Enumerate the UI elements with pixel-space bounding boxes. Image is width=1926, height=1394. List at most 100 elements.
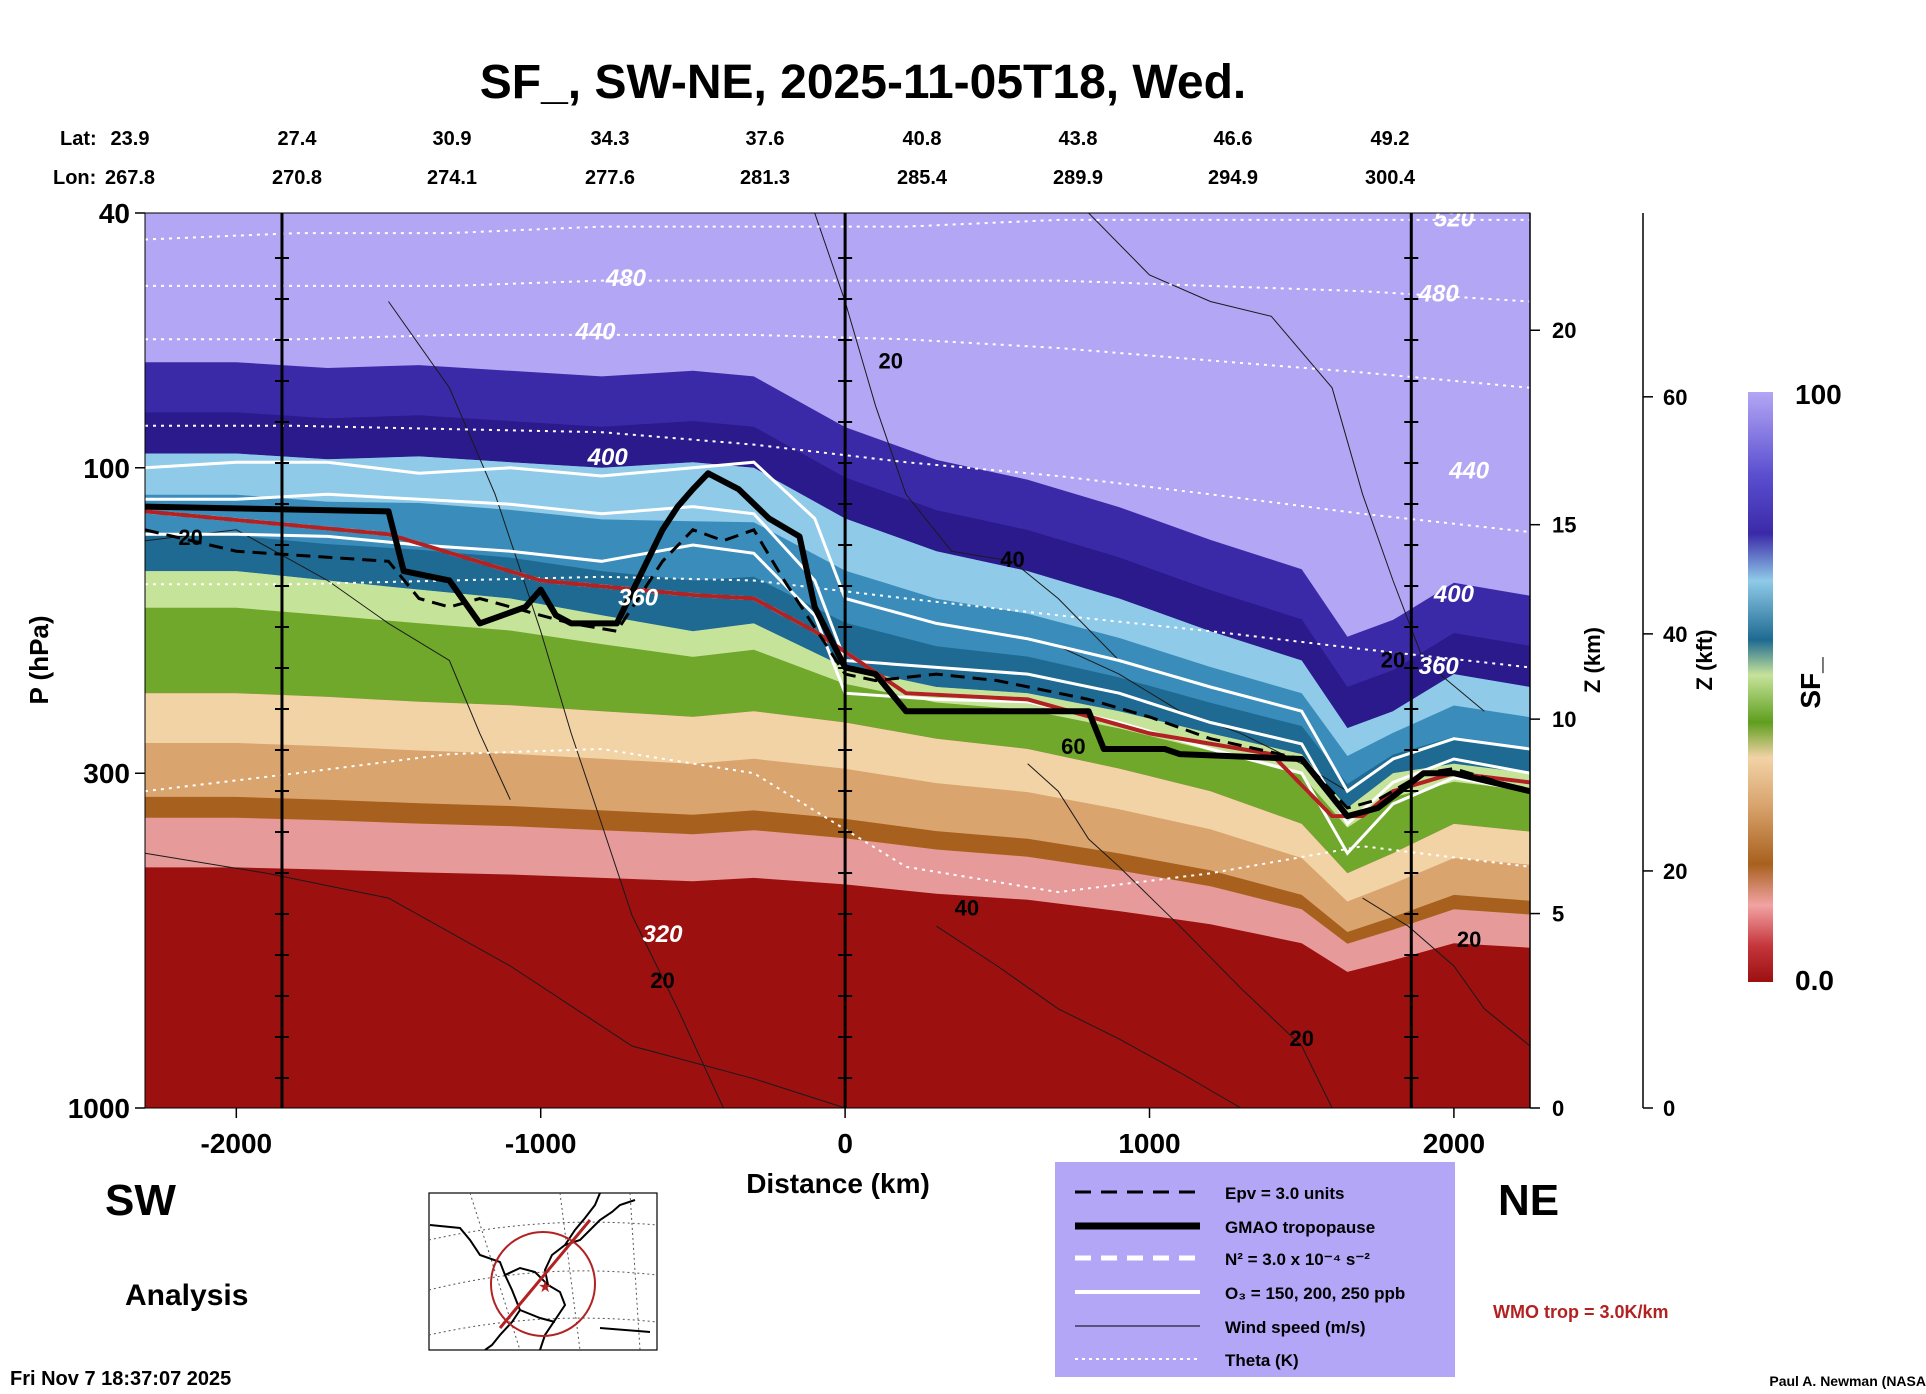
wind-contour — [145, 852, 846, 1108]
theta-label: 400 — [587, 444, 629, 471]
z-km-tick-label: 15 — [1552, 513, 1576, 538]
wind-speed-label: 20 — [879, 349, 903, 374]
legend-background — [1055, 1162, 1455, 1377]
lon-value: 289.9 — [1053, 167, 1103, 189]
plot-area: 20 20 40 60 40 20 20 20 20 520 520 480 480 440 440 400 4… — [145, 192, 1530, 1108]
lat-value: 40.8 — [903, 128, 942, 150]
tropopause-lines — [145, 470, 1530, 820]
theta-contour — [145, 575, 1530, 669]
lon-value: 285.4 — [897, 167, 948, 189]
colorbar-gradient — [1748, 392, 1773, 982]
lon-value: 277.6 — [585, 167, 635, 189]
legend-epv-text: Epv = 3.0 units — [1225, 1184, 1345, 1203]
distance-axis: -2000 -1000 0 1000 2000 — [201, 1108, 1485, 1159]
wind-speed-label: 40 — [955, 895, 979, 920]
lat-lon-header: Lat: Lon: 23.9 27.4 30.9 34.3 37.6 40.8 43.8 46… — [53, 128, 1416, 189]
wind-contour — [145, 529, 511, 800]
z-kft-tick-label: 60 — [1663, 385, 1687, 410]
z-km-tick-label: 20 — [1552, 318, 1576, 343]
wmo-trop-label: WMO trop = 3.0K/km — [1493, 1302, 1669, 1322]
pressure-tick-label: 300 — [83, 758, 130, 789]
map-coastline — [429, 1193, 651, 1350]
distance-tick-label: 1000 — [1118, 1128, 1180, 1159]
lat-row-label: Lat: — [60, 128, 97, 150]
pressure-tick-label: 40 — [99, 198, 130, 229]
colorbar-max-label: 100 — [1795, 379, 1842, 410]
wind-speed-label: 40 — [1000, 547, 1024, 572]
lon-value: 294.9 — [1208, 167, 1258, 189]
legend-o3-text: O₃ = 150, 200, 250 ppb — [1225, 1284, 1405, 1303]
wind-contour — [936, 925, 1242, 1108]
wind-speed-label: 20 — [1289, 1026, 1313, 1051]
lat-value: 37.6 — [746, 128, 785, 150]
band-teal — [145, 535, 1530, 808]
colorbar: 100 0.0 SF_ — [1748, 379, 1842, 996]
lat-value: 23.9 — [111, 128, 150, 150]
band-brown — [145, 796, 1530, 944]
z-km-axis: 0 5 10 15 20 — [1529, 213, 1576, 1121]
lat-value: 46.6 — [1214, 128, 1253, 150]
band-pink — [145, 817, 1530, 972]
sw-label: SW — [105, 1176, 176, 1225]
colorbar-min-label: 0.0 — [1795, 965, 1834, 996]
gmao-tropopause-line — [145, 470, 1530, 820]
legend: Epv = 3.0 units GMAO tropopause N² = 3.0… — [1055, 1162, 1455, 1377]
theta-label: 400 — [1433, 581, 1475, 608]
band-green — [145, 607, 1530, 874]
band-light-green — [145, 571, 1530, 831]
map-range-circle — [490, 1231, 596, 1337]
distance-tick-label: 2000 — [1423, 1128, 1485, 1159]
z-km-tick-label: 10 — [1552, 707, 1576, 732]
wind-speed-label: 20 — [1381, 647, 1405, 672]
contour-labels: 20 20 40 60 40 20 20 20 20 520 520 480 480 440 440 400 4… — [178, 192, 1490, 1051]
distance-tick-label: -1000 — [505, 1128, 577, 1159]
lat-value: 30.9 — [433, 128, 472, 150]
band-light-tan — [145, 693, 1530, 902]
theta-label: 520 — [566, 192, 607, 219]
x-axis-title: Distance (km) — [746, 1168, 930, 1199]
wind-contour — [1362, 897, 1530, 1047]
distance-tick-label: 0 — [837, 1128, 853, 1159]
lon-value: 270.8 — [272, 167, 322, 189]
map-frame — [428, 1192, 658, 1351]
legend-wind-text: Wind speed (m/s) — [1225, 1318, 1366, 1337]
wind-contour — [388, 301, 724, 1108]
colorbar-title: SF_ — [1795, 657, 1826, 709]
z-km-tick-label: 0 — [1552, 1096, 1564, 1121]
ne-label: NE — [1498, 1176, 1559, 1225]
lon-value: 274.1 — [427, 167, 477, 189]
epv-contour — [145, 527, 1530, 810]
pressure-axis: 40 100 300 1000 — [68, 198, 145, 1124]
map-transect-line — [498, 1219, 592, 1329]
theta-contour — [145, 747, 1530, 894]
timestamp: Fri Nov 7 18:37:07 2025 — [10, 1368, 231, 1390]
theta-label: 480 — [1418, 281, 1460, 308]
z-kft-tick-label: 0 — [1663, 1096, 1675, 1121]
chart-title: SF_, SW-NE, 2025-11-05T18, Wed. — [480, 56, 1246, 109]
theta-contour — [145, 424, 1530, 533]
lat-value: 27.4 — [278, 128, 318, 150]
theta-label: 360 — [618, 584, 659, 611]
wind-speed-label: 20 — [1457, 927, 1481, 952]
distance-tick-label: -2000 — [201, 1128, 273, 1159]
theta-label: 320 — [642, 921, 683, 948]
theta-label: 440 — [574, 318, 616, 345]
legend-theta-text: Theta (K) — [1225, 1351, 1299, 1370]
theta-label: 360 — [1419, 653, 1460, 680]
vertical-markers — [274, 213, 1419, 1108]
z-km-axis-title: Z (km) — [1580, 627, 1605, 693]
wind-contour — [814, 213, 1120, 661]
theta-label: 440 — [1448, 458, 1490, 485]
z-km-tick-label: 5 — [1552, 902, 1564, 927]
y-axis-title: P (hPa) — [24, 615, 54, 704]
wind-speed-label: 20 — [650, 968, 674, 993]
lon-row-label: Lon: — [53, 167, 96, 189]
lat-value: 34.3 — [591, 128, 630, 150]
legend-n2-text: N² = 3.0 x 10⁻⁴ s⁻² — [1225, 1250, 1370, 1269]
z-kft-tick-label: 20 — [1663, 859, 1687, 884]
wind-speed-label: 60 — [1061, 734, 1085, 759]
theta-contours — [145, 218, 1530, 894]
inset-map: ★ — [428, 1192, 658, 1351]
pressure-tick-label: 100 — [83, 453, 130, 484]
